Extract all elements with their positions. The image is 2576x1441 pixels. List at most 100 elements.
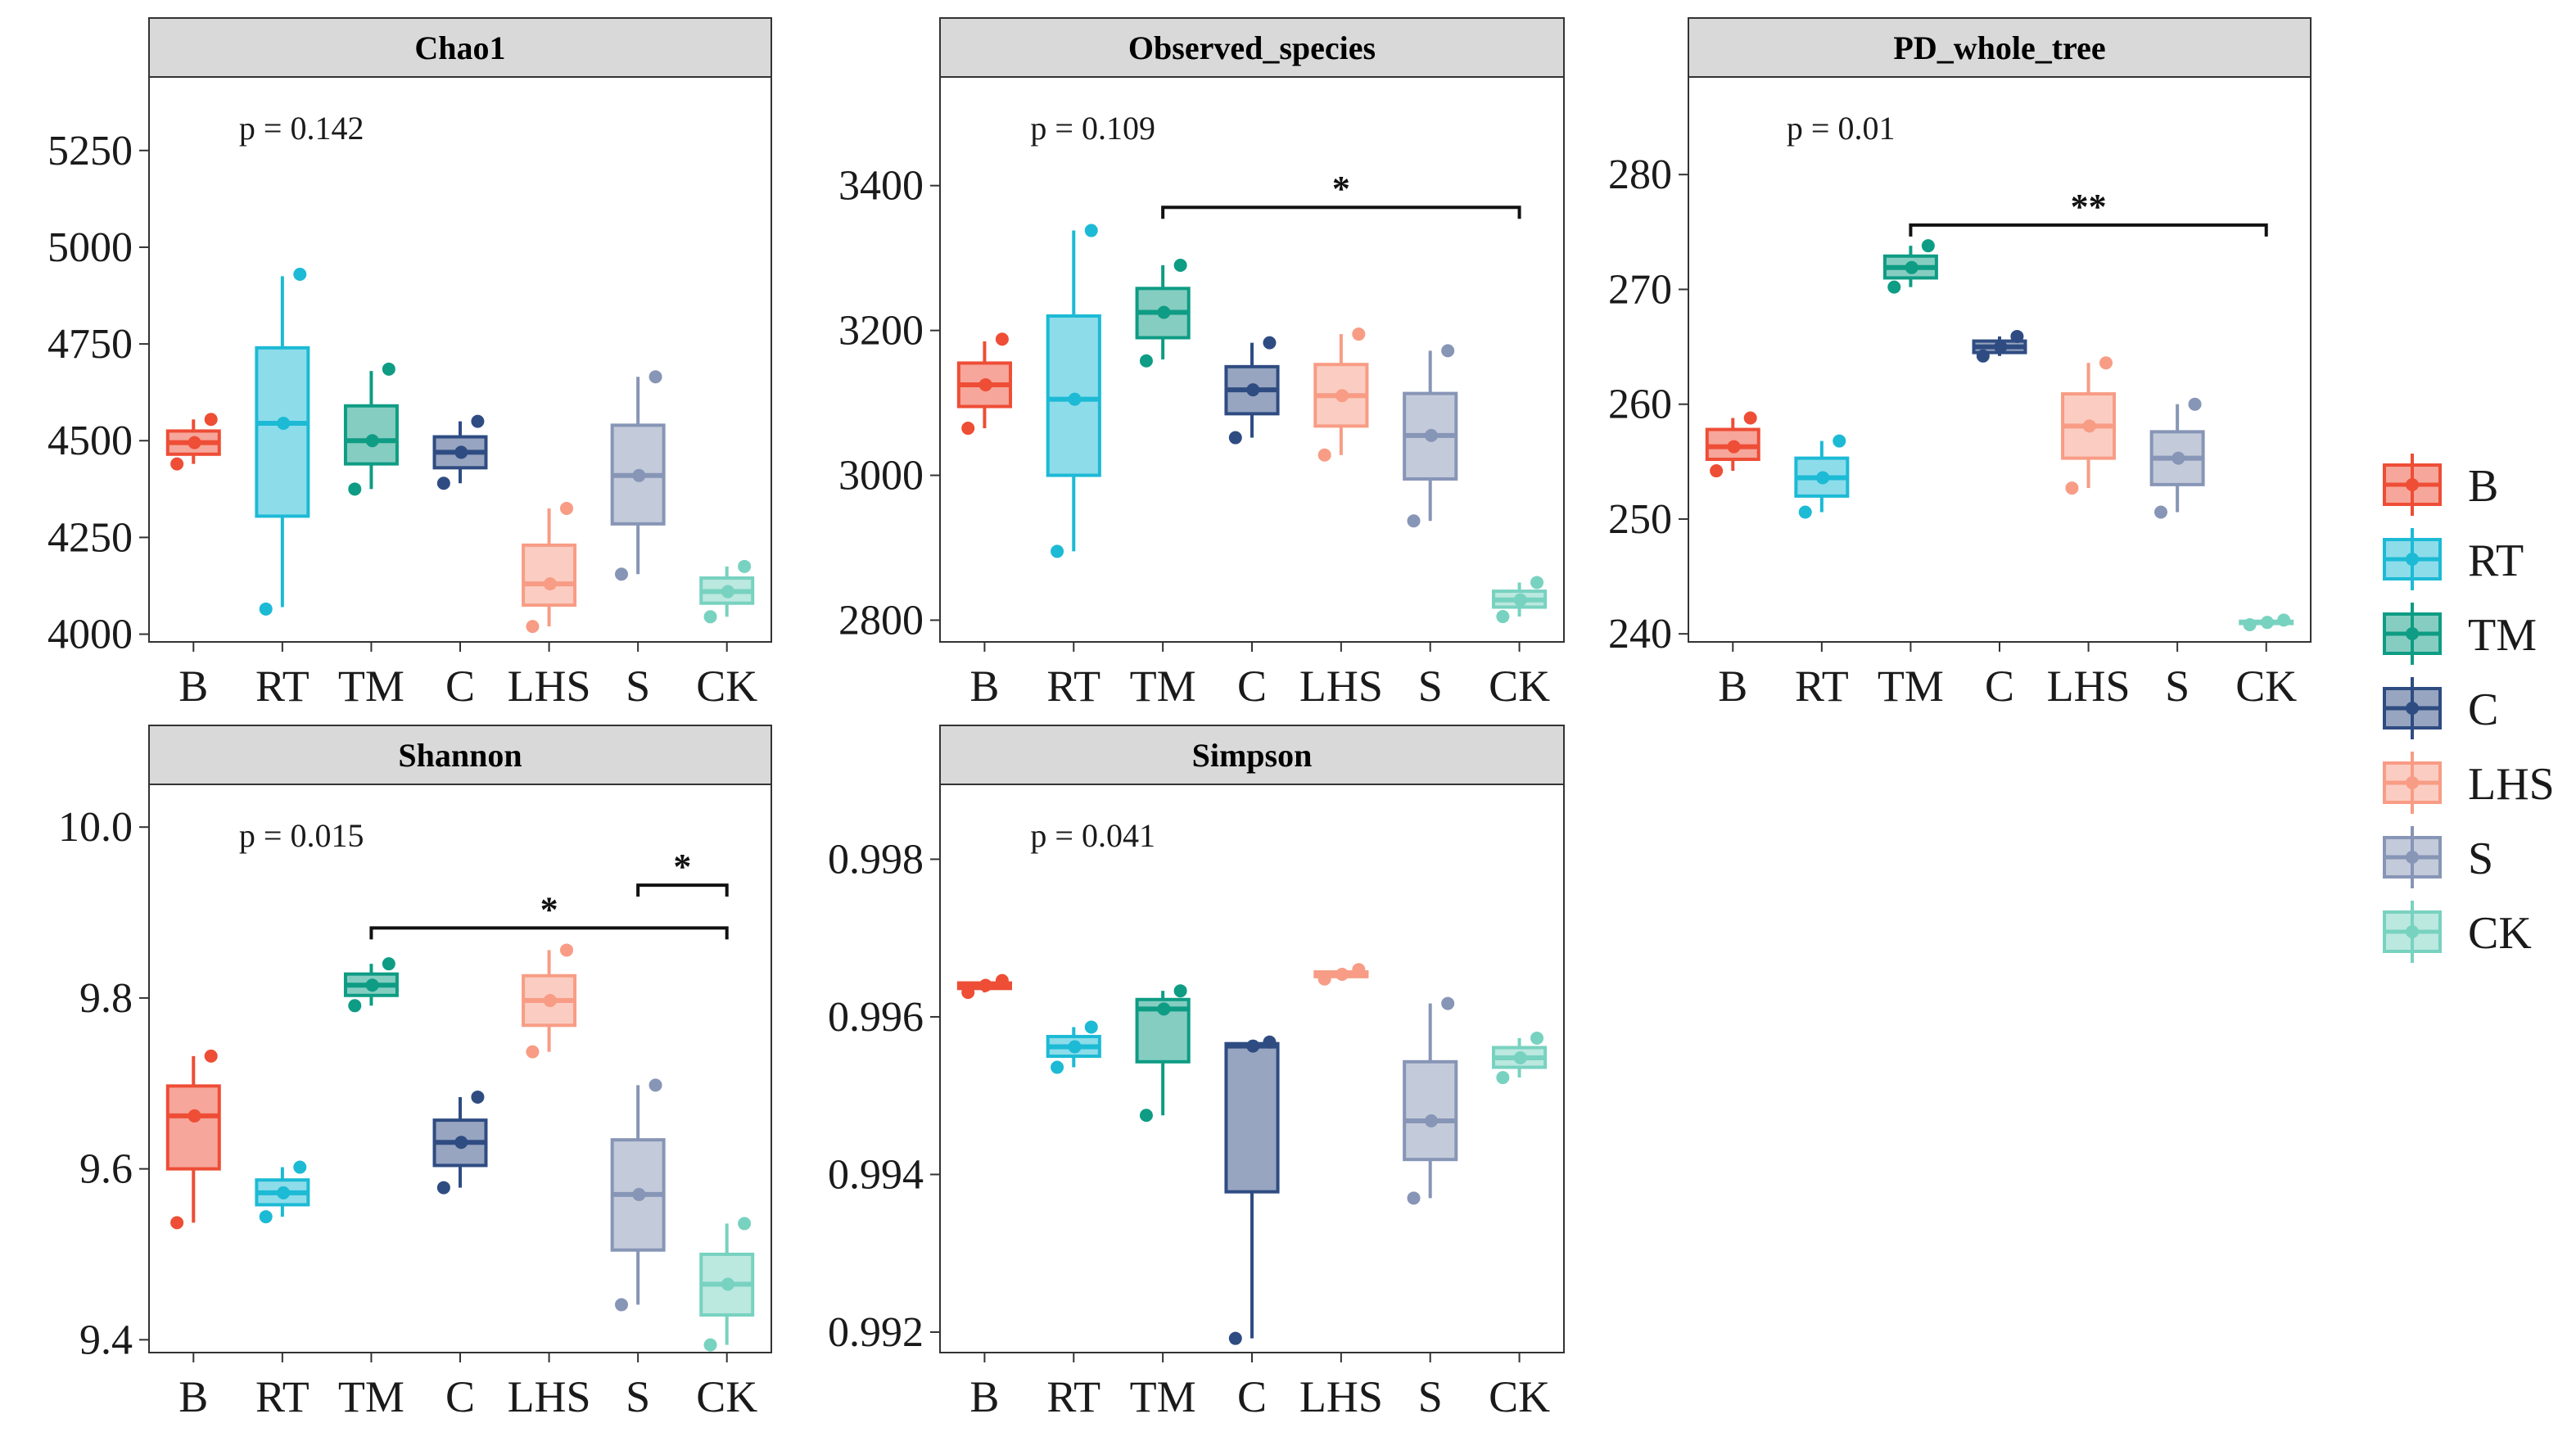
chao1-point-tm bbox=[365, 434, 379, 448]
chao1-point-tm bbox=[382, 362, 395, 376]
pd-whole-tree-xtick-label-s: S bbox=[2165, 662, 2190, 711]
pd-whole-tree-box-lhs bbox=[2061, 356, 2117, 495]
shannon-point-tm bbox=[348, 999, 362, 1013]
shannon-point-lhs bbox=[543, 994, 557, 1008]
legend-key-s bbox=[2383, 826, 2442, 888]
legend-key-ck bbox=[2383, 901, 2442, 963]
observed-species-box-s bbox=[1403, 344, 1458, 528]
chao1-xtick-label-rt: RT bbox=[255, 662, 310, 711]
observed-species-xtick-label-c: C bbox=[1237, 662, 1267, 711]
legend-label-c: C bbox=[2468, 684, 2498, 735]
shannon-point-rt bbox=[259, 1210, 273, 1224]
pd-whole-tree-point-tm bbox=[1921, 239, 1935, 253]
pd-whole-tree-box-s bbox=[2149, 397, 2205, 519]
observed-species-point-c bbox=[1263, 336, 1277, 350]
chao1-point-rt bbox=[293, 268, 307, 282]
shannon-significance-bracket bbox=[369, 926, 729, 940]
observed-species-point-rt bbox=[1084, 224, 1098, 237]
chao1-iqr-box-rt bbox=[255, 346, 310, 518]
legend-key-tm bbox=[2383, 603, 2442, 665]
simpson-box-rt bbox=[1046, 1020, 1101, 1074]
shannon-point-rt bbox=[293, 1160, 307, 1174]
observed-species-panel: Observed_species 2800 3000 3200 3400 B RT TM C LH… bbox=[838, 17, 1565, 711]
pd-whole-tree-xtick-label-b: B bbox=[1718, 662, 1747, 711]
simpson-xtick-label-b: B bbox=[969, 1372, 999, 1421]
legend-point bbox=[2406, 776, 2419, 789]
simpson-p-value: p = 0.041 bbox=[1030, 817, 1155, 854]
chao1-point-ck bbox=[721, 585, 734, 599]
pd-whole-tree-point-b bbox=[1710, 464, 1724, 478]
chao1-box-ck bbox=[699, 559, 755, 624]
pd-whole-tree-point-lhs bbox=[2065, 481, 2079, 495]
shannon-p-value: p = 0.015 bbox=[239, 817, 364, 854]
observed-species-xtick-label-s: S bbox=[1418, 662, 1443, 711]
pd-whole-tree-point-rt bbox=[1798, 505, 1812, 519]
shannon-strip-title: Shannon bbox=[398, 737, 522, 774]
chao1-point-ck bbox=[703, 610, 717, 624]
observed-species-box-lhs bbox=[1313, 328, 1369, 462]
chao1-xtick-label-b: B bbox=[179, 662, 208, 711]
pd-whole-tree-point-s bbox=[2172, 451, 2185, 465]
observed-species-xtick-label-ck: CK bbox=[1489, 662, 1550, 711]
shannon-xtick-label-rt: RT bbox=[255, 1372, 310, 1421]
chao1-box-b bbox=[165, 413, 221, 471]
observed-species-point-rt bbox=[1068, 392, 1082, 406]
simpson-xtick-label-lhs: LHS bbox=[1299, 1372, 1383, 1421]
simpson-point-tm bbox=[1157, 1002, 1171, 1016]
observed-species-xtick-label-tm: TM bbox=[1130, 662, 1196, 711]
shannon-point-s bbox=[632, 1187, 646, 1201]
simpson-point-tm bbox=[1173, 984, 1187, 998]
pd-whole-tree-box-tm bbox=[1882, 239, 1938, 294]
shannon-point-b bbox=[204, 1049, 218, 1063]
simpson-point-b bbox=[995, 973, 1009, 987]
simpson-box-b bbox=[956, 973, 1012, 1000]
simpson-point-s bbox=[1441, 996, 1455, 1010]
legend-label-ck: CK bbox=[2468, 908, 2532, 959]
pd-whole-tree-point-b bbox=[1743, 411, 1757, 425]
chao1-plot-area bbox=[148, 76, 772, 643]
pd-whole-tree-point-ck bbox=[2260, 616, 2274, 630]
shannon-point-c bbox=[454, 1136, 468, 1150]
chao1-box-s bbox=[610, 370, 666, 581]
pd-whole-tree-point-lhs bbox=[2082, 419, 2096, 433]
observed-species-ytick-label: 3000 bbox=[838, 453, 924, 499]
observed-species-ytick-label: 3200 bbox=[838, 308, 924, 355]
simpson-point-lhs bbox=[1335, 967, 1349, 981]
simpson-point-rt bbox=[1084, 1020, 1098, 1034]
chao1-ytick-label: 5250 bbox=[47, 128, 133, 174]
shannon-box-rt bbox=[255, 1160, 310, 1224]
shannon-iqr-box-b bbox=[165, 1084, 221, 1171]
simpson-point-s bbox=[1424, 1114, 1438, 1128]
chao1-ytick-label: 4500 bbox=[47, 418, 133, 464]
chao1-point-s bbox=[632, 468, 646, 482]
simpson-xtick-label-tm: TM bbox=[1130, 1372, 1196, 1421]
shannon-box-c bbox=[432, 1090, 488, 1195]
shannon-plot-area bbox=[148, 784, 772, 1353]
chao1-p-value: p = 0.142 bbox=[239, 110, 364, 147]
legend-label-lhs: LHS bbox=[2468, 759, 2555, 810]
pd-whole-tree-xtick-label-tm: TM bbox=[1878, 662, 1944, 711]
shannon-point-tm bbox=[365, 978, 379, 992]
simpson-point-ck bbox=[1530, 1031, 1544, 1045]
observed-species-point-ck bbox=[1513, 593, 1527, 607]
chao1-point-s bbox=[649, 370, 662, 384]
simpson-xtick-label-ck: CK bbox=[1489, 1372, 1550, 1421]
chao1-box-tm bbox=[343, 362, 399, 496]
shannon-point-c bbox=[471, 1090, 485, 1104]
pd-whole-tree-point-tm bbox=[1905, 260, 1918, 274]
shannon-significance-bracket bbox=[636, 883, 729, 897]
chao1-xtick-label-s: S bbox=[626, 662, 650, 711]
observed-species-box-ck bbox=[1492, 576, 1548, 624]
chao1-strip bbox=[148, 17, 772, 78]
shannon-box-tm bbox=[343, 957, 399, 1013]
simpson-point-c bbox=[1263, 1035, 1277, 1049]
pd-whole-tree-ytick-label: 270 bbox=[1608, 266, 1672, 313]
pd-whole-tree-ytick-label: 240 bbox=[1608, 611, 1672, 657]
pd-whole-tree-xtick-label-rt: RT bbox=[1795, 662, 1849, 711]
chao1-point-c bbox=[454, 445, 468, 459]
pd-whole-tree-xtick-label-c: C bbox=[1985, 662, 2014, 711]
simpson-box-tm bbox=[1135, 984, 1191, 1123]
observed-species-strip bbox=[939, 17, 1565, 78]
shannon-ytick-label: 9.8 bbox=[79, 975, 133, 1022]
chao1-point-rt bbox=[259, 602, 273, 616]
